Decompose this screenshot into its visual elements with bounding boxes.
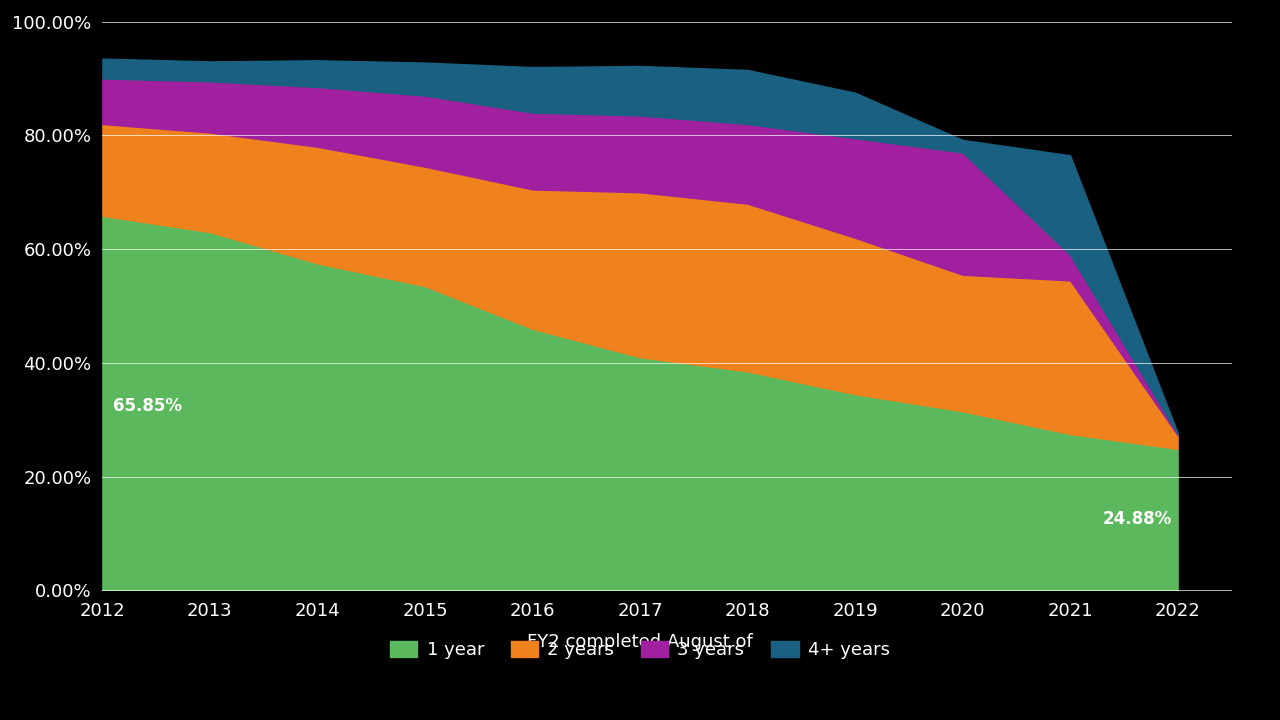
X-axis label: FY2 completed August of: FY2 completed August of — [527, 634, 753, 652]
Legend: 1 year, 2 years, 3 years, 4+ years: 1 year, 2 years, 3 years, 4+ years — [383, 634, 897, 667]
Text: 65.85%: 65.85% — [113, 397, 182, 415]
Text: 24.88%: 24.88% — [1103, 510, 1172, 528]
